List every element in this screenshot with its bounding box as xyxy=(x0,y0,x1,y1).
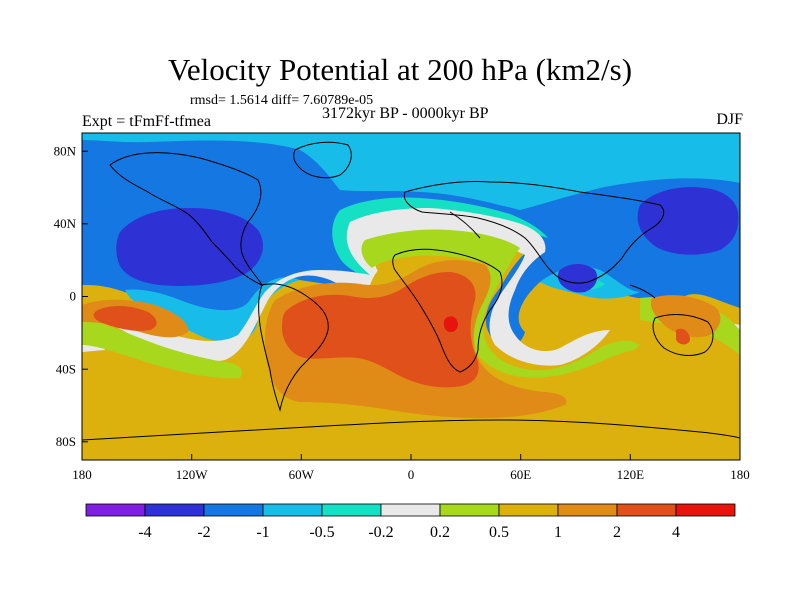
y-tick-label: 80S xyxy=(56,434,76,449)
x-tick-label: 60W xyxy=(289,467,315,482)
colorbar-label: -0.5 xyxy=(309,524,334,541)
colorbar-box xyxy=(380,503,441,517)
colorbar xyxy=(85,503,736,517)
colorbar-box xyxy=(321,503,382,517)
coastlines xyxy=(82,141,740,441)
chart-title: Velocity Potential at 200 hPa (km2/s) xyxy=(167,52,633,87)
colorbar-box xyxy=(498,503,559,517)
experiment-label: Expt = tFmFf-tfmea xyxy=(82,113,212,130)
colorbar-label: 1 xyxy=(554,524,562,541)
colorbar-box xyxy=(675,503,736,517)
colorbar-label: 0.2 xyxy=(430,524,450,541)
colorbar-box xyxy=(144,503,205,517)
colorbar-box xyxy=(203,503,264,517)
colorbar-label: 0.5 xyxy=(489,524,509,541)
y-tick-label: 80N xyxy=(54,144,77,159)
colorbar-label: -4 xyxy=(138,524,151,541)
colorbar-label: 4 xyxy=(672,524,680,541)
x-tick-label: 0 xyxy=(408,467,415,482)
chart-subtitle: rmsd= 1.5614 diff= 7.60789e-05 xyxy=(190,93,374,108)
colorbar-label: 2 xyxy=(613,524,621,541)
y-tick-label: 40N xyxy=(54,216,77,231)
period-label: 3172kyr BP - 0000kyr BP xyxy=(322,105,489,122)
colorbar-label: -1 xyxy=(256,524,269,541)
y-tick-label: 40S xyxy=(56,362,76,377)
x-tick-label: 120E xyxy=(617,467,645,482)
colorbar-label: -2 xyxy=(197,524,210,541)
map-field xyxy=(82,133,740,460)
season-label: DJF xyxy=(716,111,743,128)
x-tick-label: 120W xyxy=(176,467,209,482)
tick-marks xyxy=(81,150,741,460)
colorbar-box xyxy=(557,503,618,517)
x-tick-label: 60E xyxy=(510,467,531,482)
colorbar-box xyxy=(439,503,500,517)
x-tick-label: 180 xyxy=(72,467,92,482)
colorbar-box xyxy=(616,503,677,517)
colorbar-box xyxy=(85,503,146,517)
colorbar-label: -0.2 xyxy=(368,524,393,541)
colorbar-box xyxy=(262,503,323,517)
x-tick-label: 180 xyxy=(730,467,750,482)
y-tick-label: 0 xyxy=(70,289,77,304)
